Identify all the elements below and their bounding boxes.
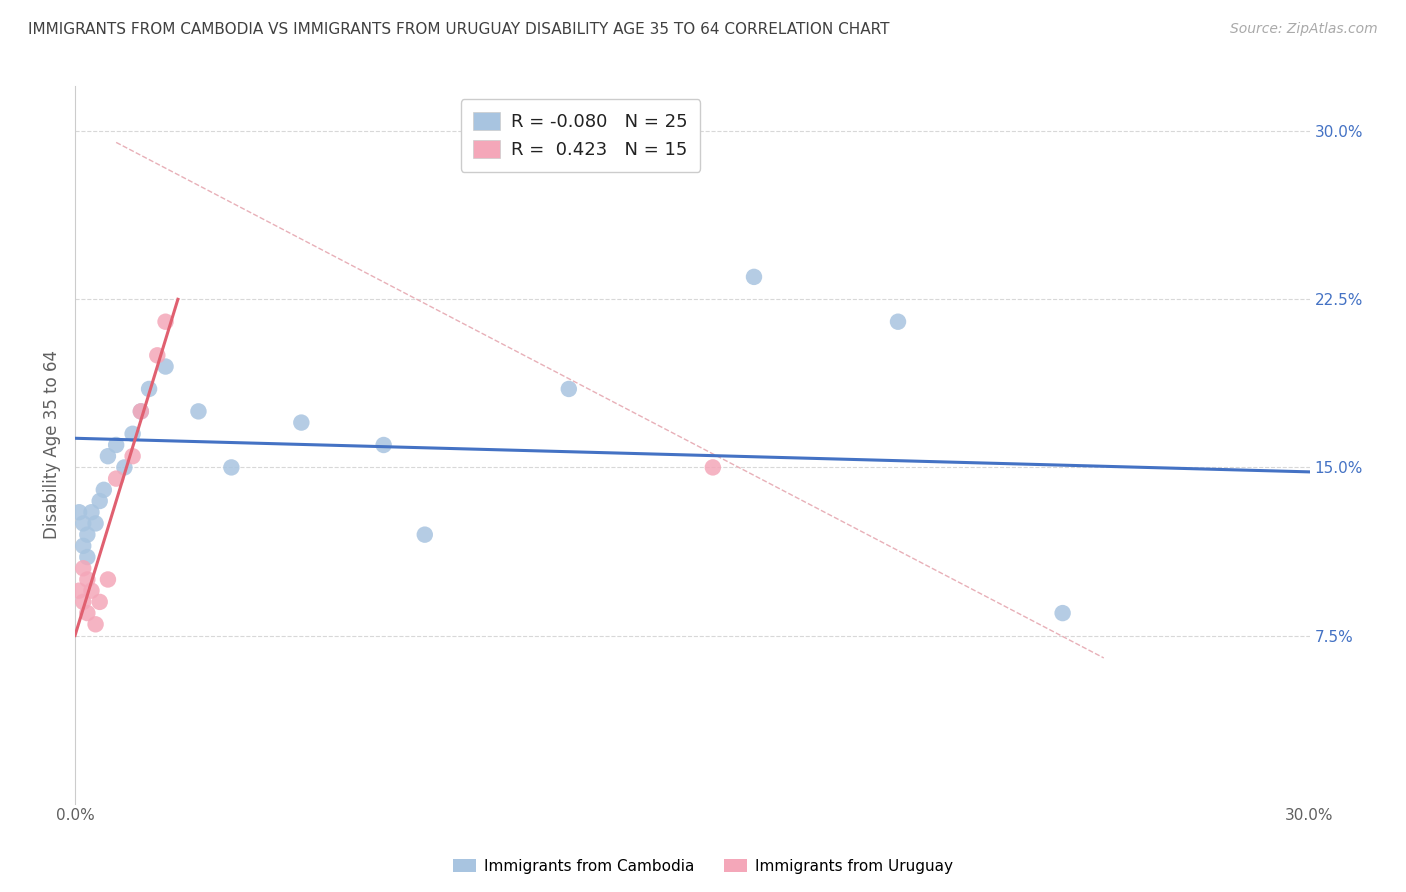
- Point: [67, 583, 90, 598]
- Point: [146, 348, 169, 362]
- Point: [89, 494, 111, 508]
- Point: [373, 438, 395, 452]
- Point: [93, 483, 115, 497]
- Point: [105, 438, 128, 452]
- Point: [702, 460, 724, 475]
- Point: [155, 359, 177, 374]
- Point: [105, 472, 128, 486]
- Point: [72, 561, 94, 575]
- Point: [121, 426, 143, 441]
- Legend: R = -0.080   N = 25, R =  0.423   N = 15: R = -0.080 N = 25, R = 0.423 N = 15: [461, 99, 700, 172]
- Text: Source: ZipAtlas.com: Source: ZipAtlas.com: [1230, 22, 1378, 37]
- Point: [80, 583, 103, 598]
- Point: [1052, 606, 1074, 620]
- Point: [129, 404, 152, 418]
- Point: [413, 527, 436, 541]
- Point: [187, 404, 209, 418]
- Point: [84, 617, 107, 632]
- Point: [129, 404, 152, 418]
- Point: [80, 505, 103, 519]
- Point: [76, 573, 98, 587]
- Point: [72, 539, 94, 553]
- Text: IMMIGRANTS FROM CAMBODIA VS IMMIGRANTS FROM URUGUAY DISABILITY AGE 35 TO 64 CORR: IMMIGRANTS FROM CAMBODIA VS IMMIGRANTS F…: [28, 22, 890, 37]
- Point: [67, 505, 90, 519]
- Point: [72, 516, 94, 531]
- Legend: Immigrants from Cambodia, Immigrants from Uruguay: Immigrants from Cambodia, Immigrants fro…: [447, 853, 959, 880]
- Point: [89, 595, 111, 609]
- Point: [76, 527, 98, 541]
- Point: [155, 315, 177, 329]
- Point: [121, 449, 143, 463]
- Point: [76, 606, 98, 620]
- Point: [112, 460, 135, 475]
- Point: [887, 315, 910, 329]
- Point: [558, 382, 581, 396]
- Point: [742, 269, 765, 284]
- Point: [221, 460, 243, 475]
- Point: [290, 416, 312, 430]
- Point: [138, 382, 160, 396]
- Point: [76, 550, 98, 565]
- Point: [84, 516, 107, 531]
- Point: [97, 449, 120, 463]
- Y-axis label: Disability Age 35 to 64: Disability Age 35 to 64: [44, 351, 60, 540]
- Point: [97, 573, 120, 587]
- Point: [72, 595, 94, 609]
